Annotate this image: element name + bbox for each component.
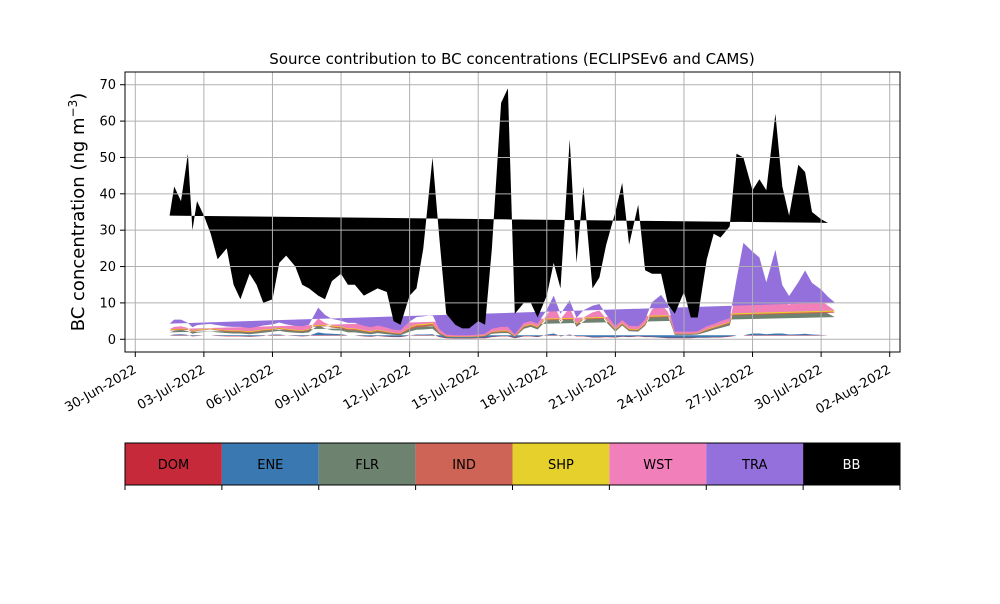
chart-title: Source contribution to BC concentrations…: [269, 50, 754, 68]
y-tick-label: 30: [99, 224, 116, 239]
y-tick-label: 0: [108, 333, 116, 348]
y-tick-label: 70: [99, 78, 116, 93]
legend-label-dom: DOM: [158, 458, 189, 473]
area-bb: [169, 88, 835, 329]
legend-swatch-shp: [512, 443, 610, 485]
x-tick-label: 21-Jul-2022: [547, 362, 620, 413]
legend-label-wst: WST: [643, 458, 672, 473]
legend-swatch-dom: [125, 443, 222, 485]
y-axis-label: BC concentration (ng m−3): [66, 93, 89, 332]
legend-swatch-flr: [318, 443, 416, 485]
x-tick-label: 27-Jul-2022: [684, 362, 757, 413]
x-tick-label: 06-Jul-2022: [204, 362, 277, 413]
x-tick-label: 12-Jul-2022: [341, 362, 414, 413]
x-tick-label: 18-Jul-2022: [478, 362, 551, 413]
y-axis-label-main: BC concentration (ng m: [68, 117, 89, 331]
y-tick-label: 40: [99, 187, 116, 202]
legend-label-bb: BB: [843, 458, 861, 473]
x-tick-label: 30-Jun-2022: [62, 362, 139, 415]
legend-label-shp: SHP: [548, 458, 574, 473]
y-axis-label-exponent: −3: [66, 100, 80, 118]
x-tick-label: 03-Jul-2022: [135, 362, 208, 413]
legend-label-flr: FLR: [355, 458, 379, 473]
y-tick-label: 50: [99, 151, 116, 166]
y-tick-label: 20: [99, 260, 116, 275]
plot-frame: [124, 71, 901, 353]
x-axis: 30-Jun-202203-Jul-202206-Jul-202209-Jul-…: [62, 352, 894, 418]
y-axis: 0 10 20 30 40 50 60 70: [99, 78, 125, 348]
y-axis-label-close: ): [68, 93, 89, 100]
x-tick-label: 24-Jul-2022: [615, 362, 688, 413]
grid-lines: [125, 72, 900, 352]
plot-area: [124, 71, 901, 353]
x-tick-label: 02-Aug-2022: [813, 362, 893, 417]
area-tra: [169, 242, 835, 336]
source-legend: DOM ENE FLR IND SHP WST TRA BB: [124, 442, 901, 490]
legend-swatch-ene: [221, 443, 319, 485]
legend-label-ind: IND: [452, 458, 476, 473]
stacked-areas: [169, 88, 835, 339]
y-tick-label: 60: [99, 115, 116, 130]
legend-swatch-ind: [415, 443, 513, 485]
y-tick-label: 10: [99, 296, 116, 311]
x-tick-label: 15-Jul-2022: [409, 362, 482, 413]
legend-swatch-bb: [803, 443, 900, 485]
legend-label-ene: ENE: [257, 458, 283, 473]
x-tick-label: 09-Jul-2022: [272, 362, 345, 413]
legend-swatch-wst: [609, 443, 707, 485]
area-ene: [169, 332, 835, 339]
legend-label-tra: TRA: [741, 458, 767, 473]
legend-swatch-tra: [706, 443, 804, 485]
